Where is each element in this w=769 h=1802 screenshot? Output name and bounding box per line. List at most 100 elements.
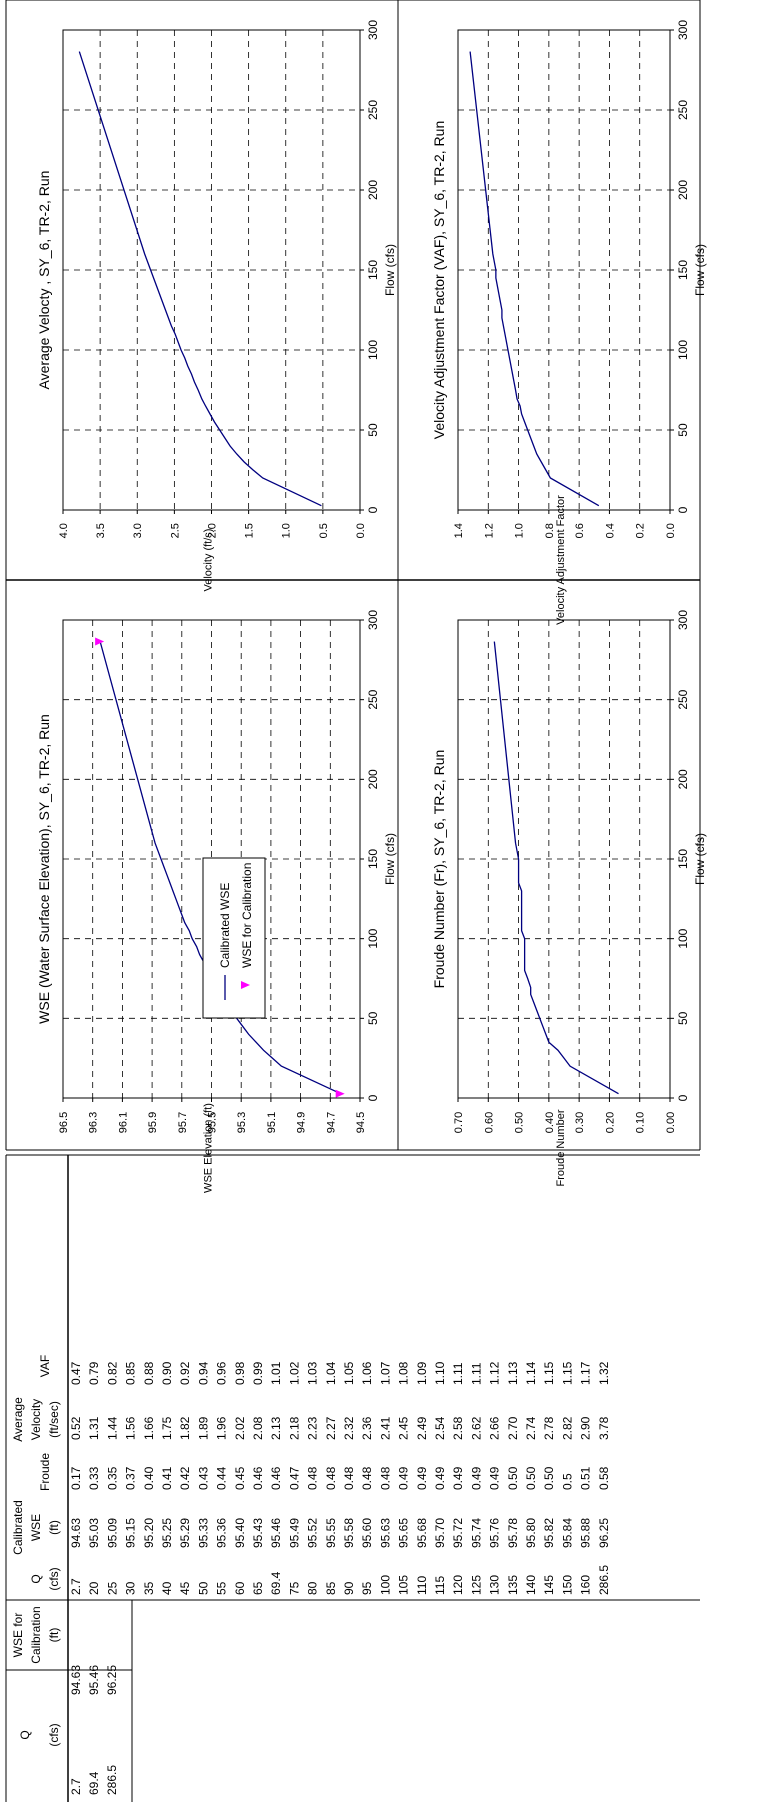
main-table-cell: 110: [415, 1576, 429, 1595]
main-table-header-cell: WSE: [29, 1514, 43, 1541]
chart0-series-line: [99, 641, 341, 1095]
chart1-y-tick-label: 2.0: [207, 523, 219, 538]
main-table-cell: 75: [287, 1581, 301, 1595]
chart1-y-tick-label: 0.0: [355, 523, 367, 538]
main-table-cell: 95.88: [579, 1518, 593, 1548]
chart1-x-tick-label: 100: [366, 340, 380, 360]
main-table-cell: 0.90: [160, 1361, 174, 1385]
chart0-x-tick-label: 200: [366, 769, 380, 789]
chart2-x-tick-label: 250: [676, 689, 690, 709]
cal-table-cell: 2.7: [69, 1778, 83, 1795]
legend-label-calibrated: Calibrated WSE: [218, 883, 232, 968]
main-table-cell: 1.96: [215, 1416, 229, 1440]
main-table-cell: 0.17: [69, 1466, 83, 1490]
chart3-x-tick-label: 200: [676, 180, 690, 200]
main-table-cell: 1.82: [178, 1416, 192, 1440]
main-table-cell: 0.45: [233, 1466, 247, 1490]
chart3-y-tick-label: 1.2: [483, 523, 495, 538]
chart3-x-axis-label: Flow (cfs): [693, 244, 707, 296]
chart3-x-tick-label: 250: [676, 100, 690, 120]
chart2-x-axis-label: Flow (cfs): [693, 833, 707, 885]
chart2-y-tick-label: 0.40: [544, 1112, 556, 1133]
main-table-cell: 1.66: [142, 1416, 156, 1440]
chart1-x-tick-label: 0: [366, 506, 380, 513]
main-table-cell: 0.94: [196, 1361, 210, 1385]
main-table-cell: 95.15: [124, 1518, 138, 1548]
chart3-x-tick-label: 50: [676, 423, 690, 437]
chart1-x-tick-label: 200: [366, 180, 380, 200]
chart0-x-tick-label: 0: [366, 1094, 380, 1101]
chart2-y-tick-label: 0.00: [665, 1112, 677, 1133]
chart0-y-tick-label: 95.1: [266, 1112, 278, 1133]
main-table-cell: 0.85: [124, 1361, 138, 1385]
chart1-y-tick-label: 4.0: [58, 523, 70, 538]
main-table-cell: 0.49: [469, 1466, 483, 1490]
main-table-cell: 1.75: [160, 1416, 174, 1440]
main-table-cell: 95.82: [542, 1518, 556, 1548]
main-table-cell: 1.13: [506, 1361, 520, 1385]
chart0-y-tick-label: 94.7: [325, 1112, 337, 1133]
chart2-y-tick-label: 0.50: [514, 1112, 526, 1133]
main-table-cell: 1.08: [397, 1361, 411, 1385]
chart0-x-tick-label: 300: [366, 610, 380, 630]
main-table-cell: 95.84: [560, 1518, 574, 1548]
chart0-y-tick-label: 94.5: [355, 1112, 367, 1133]
chart1-series-line: [78, 51, 322, 507]
main-table-cell: 95.65: [397, 1518, 411, 1548]
main-table-header-cell: Q: [29, 1574, 43, 1583]
legend-box: [202, 857, 266, 1019]
main-table-cell: 95.60: [360, 1518, 374, 1548]
main-table-cell: 1.12: [488, 1361, 502, 1385]
main-table-cell: 95.52: [306, 1518, 320, 1548]
chart1-y-tick-label: 1.5: [244, 523, 256, 538]
main-table-cell: 1.11: [469, 1362, 483, 1385]
chart3-x-tick-label: 0: [676, 506, 690, 513]
cal-table-cell: 69.4: [87, 1771, 101, 1795]
main-table-cell: 0.42: [178, 1466, 192, 1490]
main-table-cell: 2.08: [251, 1416, 265, 1440]
main-table-cell: 1.09: [415, 1361, 429, 1385]
chart2-y-tick-label: 0.10: [635, 1112, 647, 1133]
cal-table-cell: 286.5: [105, 1765, 119, 1795]
main-table-cell: 2.82: [560, 1416, 574, 1440]
main-table-cell: 96.25: [597, 1518, 611, 1548]
main-table-cell: 1.11: [451, 1362, 465, 1385]
main-table-cell: 0.49: [397, 1466, 411, 1490]
main-table-cell: 2.36: [360, 1416, 374, 1440]
legend-label-calibration: WSE for Calibration: [240, 863, 254, 968]
chart3-title: Velocity Adjustment Factor (VAF), SY_6, …: [431, 121, 447, 440]
chart1-x-axis-label: Flow (cfs): [383, 244, 397, 296]
main-table-cell: 0.51: [579, 1466, 593, 1490]
main-table-cell: 2.78: [542, 1416, 556, 1440]
cal-header-q-unit: (cfs): [47, 1723, 61, 1746]
main-table-cell: 0.52: [69, 1416, 83, 1440]
main-table-cell: 95.78: [506, 1518, 520, 1548]
main-table-cell: 0.49: [415, 1466, 429, 1490]
chart0-x-tick-label: 100: [366, 928, 380, 948]
main-table-cell: 0.92: [178, 1361, 192, 1385]
chart3-y-tick-label: 0.8: [544, 523, 556, 538]
chart0-y-tick-label: 96.3: [88, 1112, 100, 1133]
main-table-cell: 85: [324, 1581, 338, 1595]
main-table-cell: 1.44: [105, 1416, 119, 1440]
main-table-cell: 1.10: [433, 1361, 447, 1385]
main-table-cell: 95.68: [415, 1518, 429, 1548]
main-table-cell: 0.40: [142, 1466, 156, 1490]
main-table-cell: 95.36: [215, 1518, 229, 1548]
chart1-y-tick-label: 1.0: [281, 523, 293, 538]
main-table-cell: 1.01: [269, 1361, 283, 1385]
main-table-cell: 1.07: [378, 1361, 392, 1385]
chart3-y-tick-label: 0.0: [665, 523, 677, 538]
main-table-cell: 95.20: [142, 1518, 156, 1548]
cal-header-wse-1: WSE for: [11, 1613, 25, 1658]
chart2-y-tick-label: 0.20: [604, 1112, 616, 1133]
main-table-cell: 25: [105, 1581, 119, 1595]
main-table-cell: 95.25: [160, 1518, 174, 1548]
chart3-x-tick-label: 300: [676, 20, 690, 40]
main-table-cell: 0.49: [433, 1466, 447, 1490]
main-table-cell: 0.50: [542, 1466, 556, 1490]
main-table-cell: 1.03: [306, 1361, 320, 1385]
main-table-cell: 95.09: [105, 1518, 119, 1548]
main-table-cell: 1.15: [542, 1361, 556, 1385]
